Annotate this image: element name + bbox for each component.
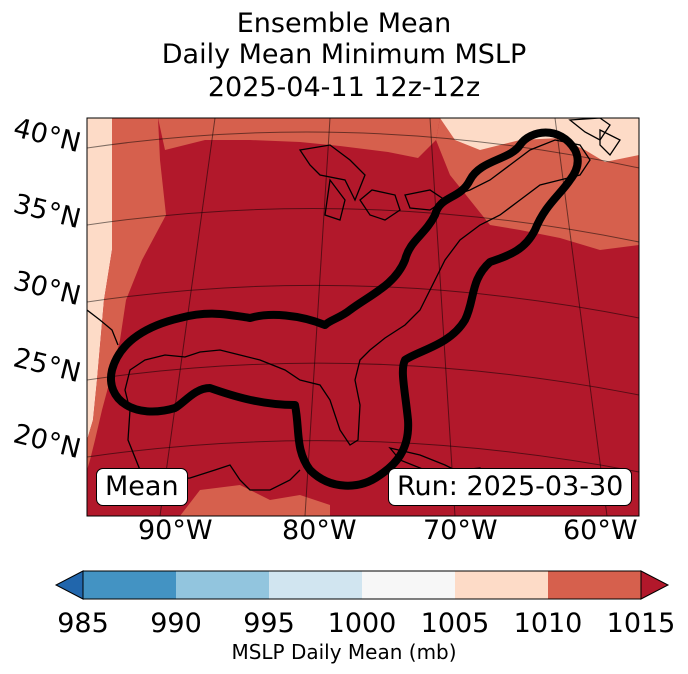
pressure-field-1005-1010-west bbox=[87, 118, 112, 440]
colorbar-tick-990: 990 bbox=[150, 608, 202, 639]
pressure-field-1010-1015-north bbox=[158, 118, 440, 158]
lon-label-80w: 80°W bbox=[282, 515, 357, 546]
colorbar-tick-985: 985 bbox=[57, 608, 109, 639]
map-frame bbox=[86, 117, 640, 517]
colorbar-segment-985-990 bbox=[83, 571, 176, 599]
title-line-1: Ensemble Mean bbox=[236, 8, 452, 39]
colorbar-label: MSLP Daily Mean (mb) bbox=[231, 640, 457, 664]
colorbar bbox=[54, 570, 670, 600]
mean-label-box: Mean bbox=[96, 468, 188, 506]
colorbar-tick-1015: 1015 bbox=[606, 608, 676, 639]
colorbar-tick-1005: 1005 bbox=[420, 608, 490, 639]
ensemble-contour bbox=[107, 128, 582, 490]
title-line-2: Daily Mean Minimum MSLP bbox=[161, 39, 527, 70]
pressure-field-1010-1015-west bbox=[87, 118, 166, 470]
pressure-field-1005-1010-northeast bbox=[440, 118, 639, 162]
lon-label-90w: 90°W bbox=[138, 515, 213, 546]
colorbar-tick-995: 995 bbox=[243, 608, 295, 639]
colorbar-tick-1010: 1010 bbox=[513, 608, 583, 639]
colorbar-frame bbox=[82, 570, 642, 600]
colorbar-segment-1010-1015 bbox=[548, 571, 641, 599]
colorbar-segment-1000-1005 bbox=[362, 571, 455, 599]
title-line-3: 2025-04-11 12z-12z bbox=[207, 72, 481, 103]
colorbar-tick-1000: 1000 bbox=[327, 608, 397, 639]
colorbar-segment-990-995 bbox=[176, 571, 269, 599]
colorbar-under-arrow bbox=[54, 570, 84, 600]
colorbar-segment-1005-1010 bbox=[455, 571, 548, 599]
run-date-box: Run: 2025-03-30 bbox=[388, 468, 633, 506]
pressure-field-1010-1015-south bbox=[180, 485, 330, 516]
lon-label-70w: 70°W bbox=[423, 515, 498, 546]
colorbar-over-arrow bbox=[640, 570, 670, 600]
graticule bbox=[87, 118, 639, 516]
lon-label-60w: 60°W bbox=[563, 515, 638, 546]
colorbar-segment-995-1000 bbox=[269, 571, 362, 599]
